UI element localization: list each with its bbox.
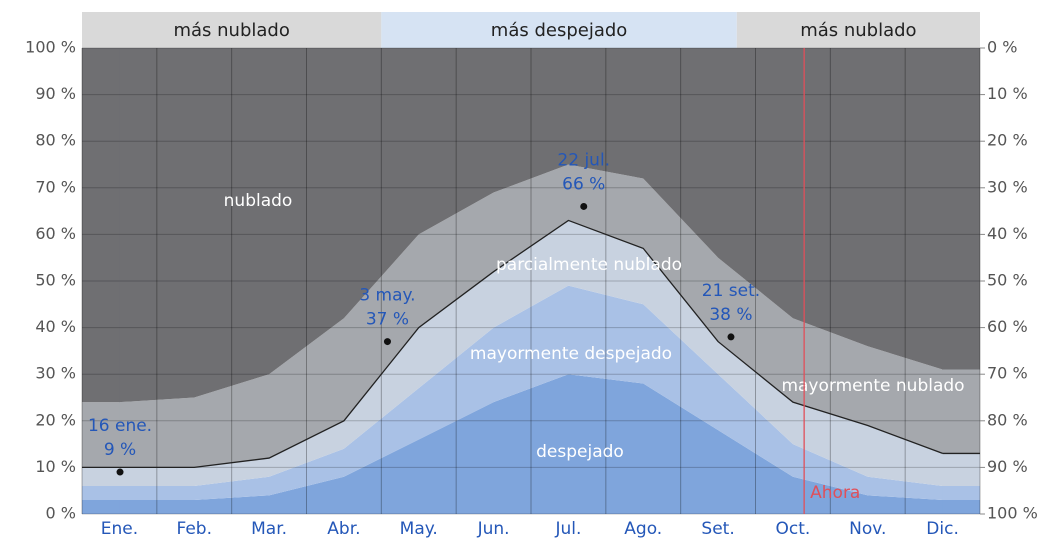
area <box>119 374 943 514</box>
now-label: Ahora <box>810 483 860 503</box>
band <box>381 12 737 48</box>
band <box>736 12 980 48</box>
y2-tick-label: 50 % <box>987 271 1028 290</box>
area <box>119 285 943 501</box>
y-tick-label: 10 % <box>35 457 76 476</box>
annotation-value: 37 % <box>366 310 409 330</box>
area-label: parcialmente nublado <box>496 255 682 275</box>
y-tick-label: 60 % <box>35 224 76 243</box>
y2-tick-label: 80 % <box>987 410 1028 429</box>
x-tick-label: Oct. <box>776 519 811 539</box>
y-tick-label: 90 % <box>35 84 76 103</box>
y2-tick-label: 20 % <box>987 131 1028 150</box>
y-tick-label: 0 % <box>46 504 76 523</box>
annotation-date: 21 set. <box>702 281 760 301</box>
y2-tick-label: 100 % <box>987 504 1038 523</box>
annotation-date: 22 jul. <box>557 150 610 170</box>
band <box>82 12 382 48</box>
annotation-date: 16 ene. <box>88 416 152 436</box>
area-label: despejado <box>536 442 624 462</box>
annotation-dot <box>580 202 588 210</box>
annotation-value: 38 % <box>709 305 752 325</box>
y2-tick-label: 30 % <box>987 177 1028 196</box>
y-tick-label: 100 % <box>25 38 76 57</box>
area-label: nublado <box>224 191 293 211</box>
annotation-dot <box>383 338 391 346</box>
annotation-dot <box>727 333 735 341</box>
clear-line <box>119 219 943 469</box>
y2-tick-label: 10 % <box>987 84 1028 103</box>
x-tick-label: Abr. <box>327 519 360 539</box>
x-tick-label: Ago. <box>624 519 662 539</box>
area <box>119 48 943 403</box>
annotation-value: 66 % <box>562 174 605 194</box>
annotation-value: 9 % <box>104 440 136 460</box>
y2-tick-label: 60 % <box>987 317 1028 336</box>
annotation-date: 3 may. <box>359 286 415 306</box>
area-label: mayormente nublado <box>781 376 964 396</box>
x-tick-label: Nov. <box>849 519 886 539</box>
x-tick-label: Mar. <box>251 519 287 539</box>
x-tick-label: Set. <box>701 519 734 539</box>
band-label: más nublado <box>173 20 289 41</box>
y-tick-label: 20 % <box>35 410 76 429</box>
y-tick-label: 40 % <box>35 317 76 336</box>
x-tick-label: Ene. <box>101 519 138 539</box>
x-tick-label: Jul. <box>554 519 581 539</box>
y-tick-label: 80 % <box>35 131 76 150</box>
y-tick-label: 70 % <box>35 177 76 196</box>
x-tick-label: Jun. <box>477 519 510 539</box>
x-tick-label: May. <box>400 519 438 539</box>
y2-tick-label: 0 % <box>987 38 1017 57</box>
area <box>119 220 943 487</box>
y2-tick-label: 40 % <box>987 224 1028 243</box>
annotation-dot <box>116 468 124 476</box>
band-label: más nublado <box>800 20 916 41</box>
y2-tick-label: 90 % <box>987 457 1028 476</box>
y2-tick-label: 70 % <box>987 364 1028 383</box>
x-tick-label: Dic. <box>926 519 959 539</box>
y-tick-label: 50 % <box>35 271 76 290</box>
x-tick-label: Feb. <box>176 519 212 539</box>
area-label: mayormente despejado <box>470 344 672 364</box>
clear-line-edge <box>82 452 980 469</box>
area <box>119 164 943 468</box>
y-tick-label: 30 % <box>35 364 76 383</box>
band-label: más despejado <box>491 20 628 41</box>
